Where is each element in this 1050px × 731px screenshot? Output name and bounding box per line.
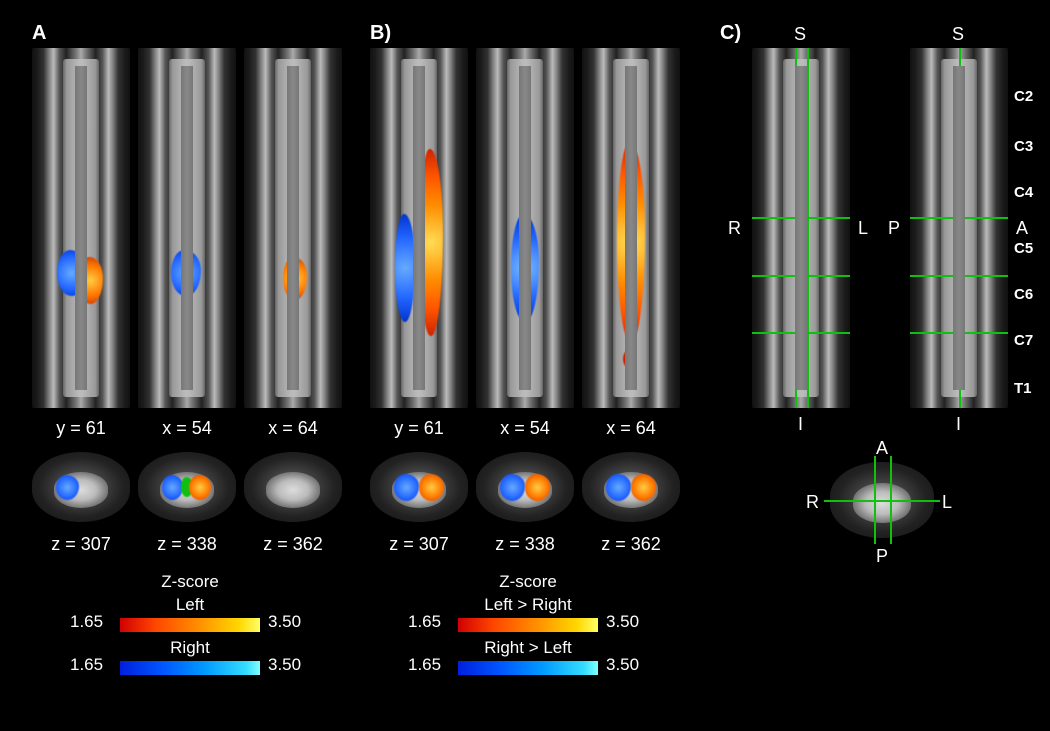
- z-b-307: z = 307: [370, 534, 468, 555]
- orient-c1-S: S: [794, 24, 806, 45]
- orient-c1-I: I: [798, 414, 803, 435]
- coord-a-x64: x = 64: [244, 418, 342, 439]
- cb-b-title: Z-score: [458, 572, 598, 592]
- panel-c-label: C): [720, 22, 741, 45]
- panel-b-slice-x54: [476, 48, 574, 408]
- cb-a-cool: [120, 661, 260, 675]
- orient-c2-P: P: [888, 218, 900, 239]
- panel-a-slice-x64: [244, 48, 342, 408]
- vert-c7: C7: [1014, 332, 1033, 349]
- panel-b-slice-y61: [370, 48, 468, 408]
- coord-b-x64: x = 64: [582, 418, 680, 439]
- orient-c3-A: A: [876, 438, 888, 459]
- orient-c2-S: S: [952, 24, 964, 45]
- cb-a-left-label: Left: [120, 595, 260, 615]
- coord-a-x54: x = 54: [138, 418, 236, 439]
- panel-b-axial-z338: [476, 452, 574, 522]
- cb-a-warm-min: 1.65: [70, 612, 103, 632]
- panel-b-axial-z362: [582, 452, 680, 522]
- z-a-338: z = 338: [138, 534, 236, 555]
- panel-a-axial-z338: [138, 452, 236, 522]
- cb-a-cool-max: 3.50: [268, 655, 301, 675]
- cb-b-warm-min: 1.65: [408, 612, 441, 632]
- z-b-338: z = 338: [476, 534, 574, 555]
- orient-c3-L: L: [942, 492, 952, 513]
- panel-a-slice-x54: [138, 48, 236, 408]
- coord-b-y61: y = 61: [370, 418, 468, 439]
- cb-a-cool-min: 1.65: [70, 655, 103, 675]
- z-b-362: z = 362: [582, 534, 680, 555]
- cb-b-cool-max: 3.50: [606, 655, 639, 675]
- orient-c1-R: R: [728, 218, 741, 239]
- panel-c-axial: [830, 462, 934, 538]
- panel-a-axial-z307: [32, 452, 130, 522]
- panel-b-axial-z307: [370, 452, 468, 522]
- cb-a-title: Z-score: [120, 572, 260, 592]
- orient-c1-L: L: [858, 218, 868, 239]
- vert-c3: C3: [1014, 138, 1033, 155]
- cb-b-right-label: Right > Left: [458, 638, 598, 658]
- cb-b-warm-max: 3.50: [606, 612, 639, 632]
- cb-a-warm: [120, 618, 260, 632]
- orient-c3-R: R: [806, 492, 819, 513]
- orient-c2-A: A: [1016, 218, 1028, 239]
- panel-c-coronal: [752, 48, 850, 408]
- cb-a-right-label: Right: [120, 638, 260, 658]
- cb-b-left-label: Left > Right: [458, 595, 598, 615]
- panel-b-label: B): [370, 22, 391, 45]
- vert-c4: C4: [1014, 184, 1033, 201]
- cb-b-cool-min: 1.65: [408, 655, 441, 675]
- cb-b-warm: [458, 618, 598, 632]
- orient-c2-I: I: [956, 414, 961, 435]
- panel-a-axial-z362: [244, 452, 342, 522]
- panel-a-slice-y61: [32, 48, 130, 408]
- vert-t1: T1: [1014, 380, 1032, 397]
- panel-a-label: A: [32, 22, 46, 45]
- panel-b-slice-x64: [582, 48, 680, 408]
- coord-b-x54: x = 54: [476, 418, 574, 439]
- cb-b-cool: [458, 661, 598, 675]
- coord-a-y61: y = 61: [32, 418, 130, 439]
- cb-a-warm-max: 3.50: [268, 612, 301, 632]
- z-a-307: z = 307: [32, 534, 130, 555]
- vert-c6: C6: [1014, 286, 1033, 303]
- panel-c-sagittal: [910, 48, 1008, 408]
- vert-c5: C5: [1014, 240, 1033, 257]
- orient-c3-P: P: [876, 546, 888, 567]
- vert-c2: C2: [1014, 88, 1033, 105]
- z-a-362: z = 362: [244, 534, 342, 555]
